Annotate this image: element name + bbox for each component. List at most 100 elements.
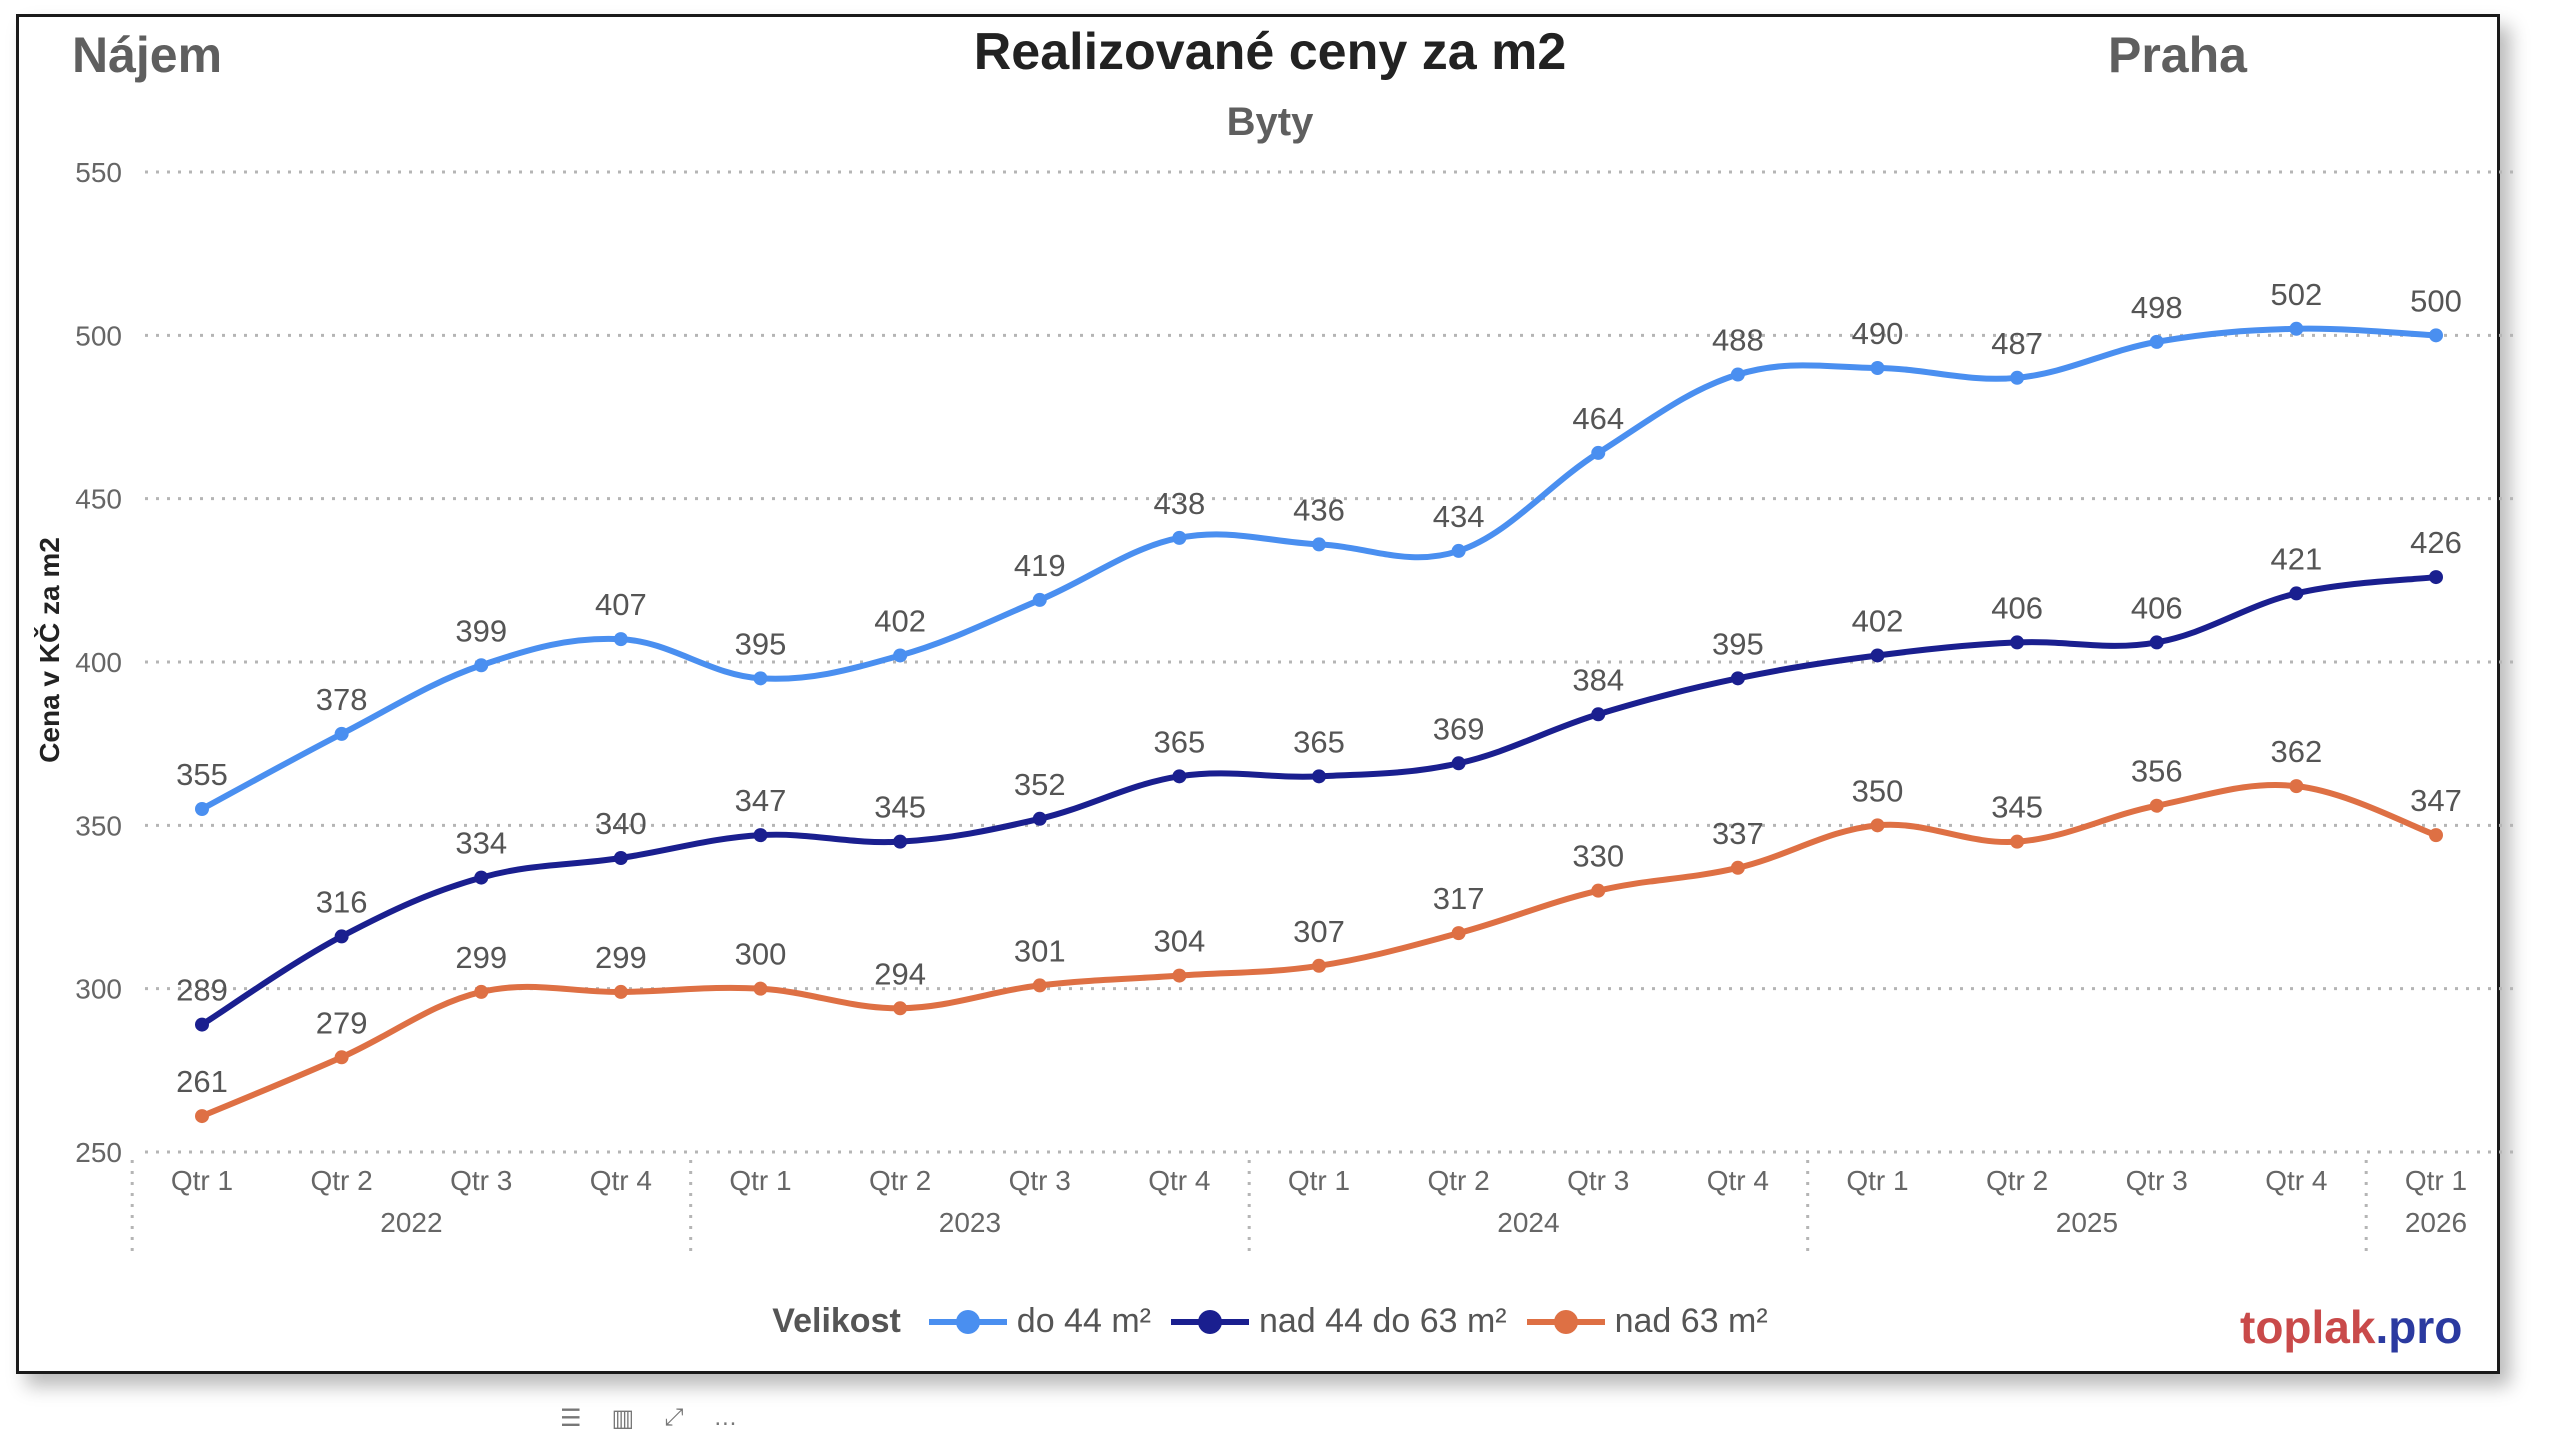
data-point [2010, 635, 2025, 650]
data-point [474, 984, 489, 999]
x-tick-label: Qtr 3 [1567, 1165, 1629, 1196]
year-label: 2022 [380, 1207, 442, 1238]
y-tick-label: 350 [75, 810, 122, 841]
chart-subtitle: Byty [1226, 100, 1314, 144]
data-point [1032, 978, 1047, 993]
data-point [2289, 586, 2304, 601]
x-tick-label: Qtr 1 [729, 1165, 791, 1196]
x-tick-label: Qtr 2 [1986, 1165, 2048, 1196]
year-label: 2025 [2056, 1207, 2118, 1238]
data-label: 438 [1154, 486, 1206, 521]
data-point [1451, 926, 1466, 941]
data-point [2149, 334, 2164, 349]
data-label: 502 [2271, 277, 2323, 312]
data-point [2010, 834, 2025, 849]
data-label: 337 [1712, 816, 1764, 851]
data-label: 395 [1712, 626, 1764, 661]
data-point [334, 1050, 349, 1065]
data-point [1451, 756, 1466, 771]
legend-title: Velikost [772, 1302, 901, 1340]
data-label: 487 [1991, 326, 2043, 361]
data-point [195, 802, 209, 816]
data-point [2010, 370, 2025, 385]
visual-toolbar: ☰ ▥ ⤢ … [560, 1404, 737, 1433]
data-point [1172, 968, 1187, 983]
legend-label-small: do 44 m² [1016, 1302, 1151, 1340]
data-point [1870, 361, 1885, 375]
data-point [195, 1017, 209, 1032]
data-point [893, 648, 908, 663]
legend: Velikost do 44 m² nad 44 do 63 m² nad 63… [0, 1302, 2540, 1341]
data-label: 488 [1712, 323, 1764, 358]
data-label: 345 [1991, 790, 2043, 825]
data-label: 434 [1433, 499, 1485, 534]
data-point [753, 671, 768, 686]
data-label: 402 [874, 603, 926, 638]
data-point [1032, 592, 1047, 607]
chart-card [16, 14, 2500, 1374]
y-tick-label: 400 [75, 647, 122, 678]
x-tick-label: Qtr 2 [311, 1165, 373, 1196]
menu-icon[interactable]: ☰ [560, 1405, 582, 1432]
data-label: 399 [455, 613, 507, 648]
data-label: 365 [1154, 724, 1206, 759]
x-tick-label: Qtr 2 [1428, 1165, 1490, 1196]
more-icon[interactable]: … [713, 1404, 738, 1431]
legend-item-medium[interactable]: nad 44 do 63 m² [1169, 1302, 1507, 1341]
legend-marker-medium [1170, 1309, 1249, 1334]
x-tick-label: Qtr 1 [1846, 1165, 1908, 1196]
data-label: 407 [595, 587, 647, 622]
y-tick-label: 500 [75, 320, 122, 351]
data-label: 261 [176, 1064, 228, 1099]
data-point [2149, 798, 2164, 813]
data-label: 347 [2410, 783, 2462, 818]
data-label: 300 [735, 937, 787, 972]
data-label: 350 [1852, 773, 1904, 808]
x-tick-label: Qtr 3 [2126, 1165, 2188, 1196]
data-label: 340 [595, 806, 647, 841]
data-label: 299 [455, 940, 507, 975]
data-label: 301 [1014, 933, 1066, 968]
data-point [1591, 445, 1606, 460]
data-point [753, 828, 768, 843]
data-point [2429, 828, 2443, 843]
data-point [613, 851, 628, 865]
x-tick-label: Qtr 1 [171, 1165, 233, 1196]
y-tick-label: 300 [75, 974, 122, 1005]
data-point [753, 981, 768, 996]
brand-part2: .pro [2375, 1301, 2463, 1353]
data-label: 500 [2410, 283, 2462, 318]
data-label: 498 [2131, 290, 2183, 325]
data-label: 406 [1991, 590, 2043, 625]
data-point [1591, 707, 1606, 722]
data-label: 316 [316, 884, 368, 919]
x-tick-label: Qtr 3 [450, 1165, 512, 1196]
brand-part1: toplak [2240, 1301, 2376, 1353]
data-label: 330 [1572, 839, 1624, 874]
data-label: 289 [176, 973, 228, 1008]
data-point [1730, 671, 1745, 686]
chart-icon[interactable]: ▥ [611, 1405, 635, 1432]
data-point [1730, 860, 1745, 875]
data-point [893, 834, 908, 849]
data-point [2429, 570, 2443, 585]
x-tick-label: Qtr 4 [1148, 1165, 1210, 1196]
data-label: 436 [1293, 492, 1345, 527]
data-label: 362 [2271, 734, 2323, 769]
data-point [1312, 958, 1326, 973]
data-point [1172, 530, 1187, 545]
legend-label-large: nad 63 m² [1614, 1302, 1768, 1340]
data-point [1451, 543, 1466, 558]
data-point [334, 929, 349, 944]
x-tick-label: Qtr 1 [2405, 1165, 2467, 1196]
data-label: 419 [1014, 548, 1066, 583]
data-point [1032, 811, 1047, 826]
data-point [1312, 537, 1326, 552]
x-tick-label: Qtr 4 [1707, 1165, 1769, 1196]
legend-item-large[interactable]: nad 63 m² [1525, 1302, 1768, 1341]
expand-icon[interactable]: ⤢ [664, 1404, 684, 1431]
data-label: 299 [595, 940, 647, 975]
line-chart: 550 500 450 400 350 300 250 Qtr 1 Qtr 2 Qtr 3 Qtr … [75, 157, 2520, 1252]
legend-item-small[interactable]: do 44 m² [927, 1302, 1151, 1341]
chart-title: Realizované ceny za m2 [973, 23, 1567, 81]
